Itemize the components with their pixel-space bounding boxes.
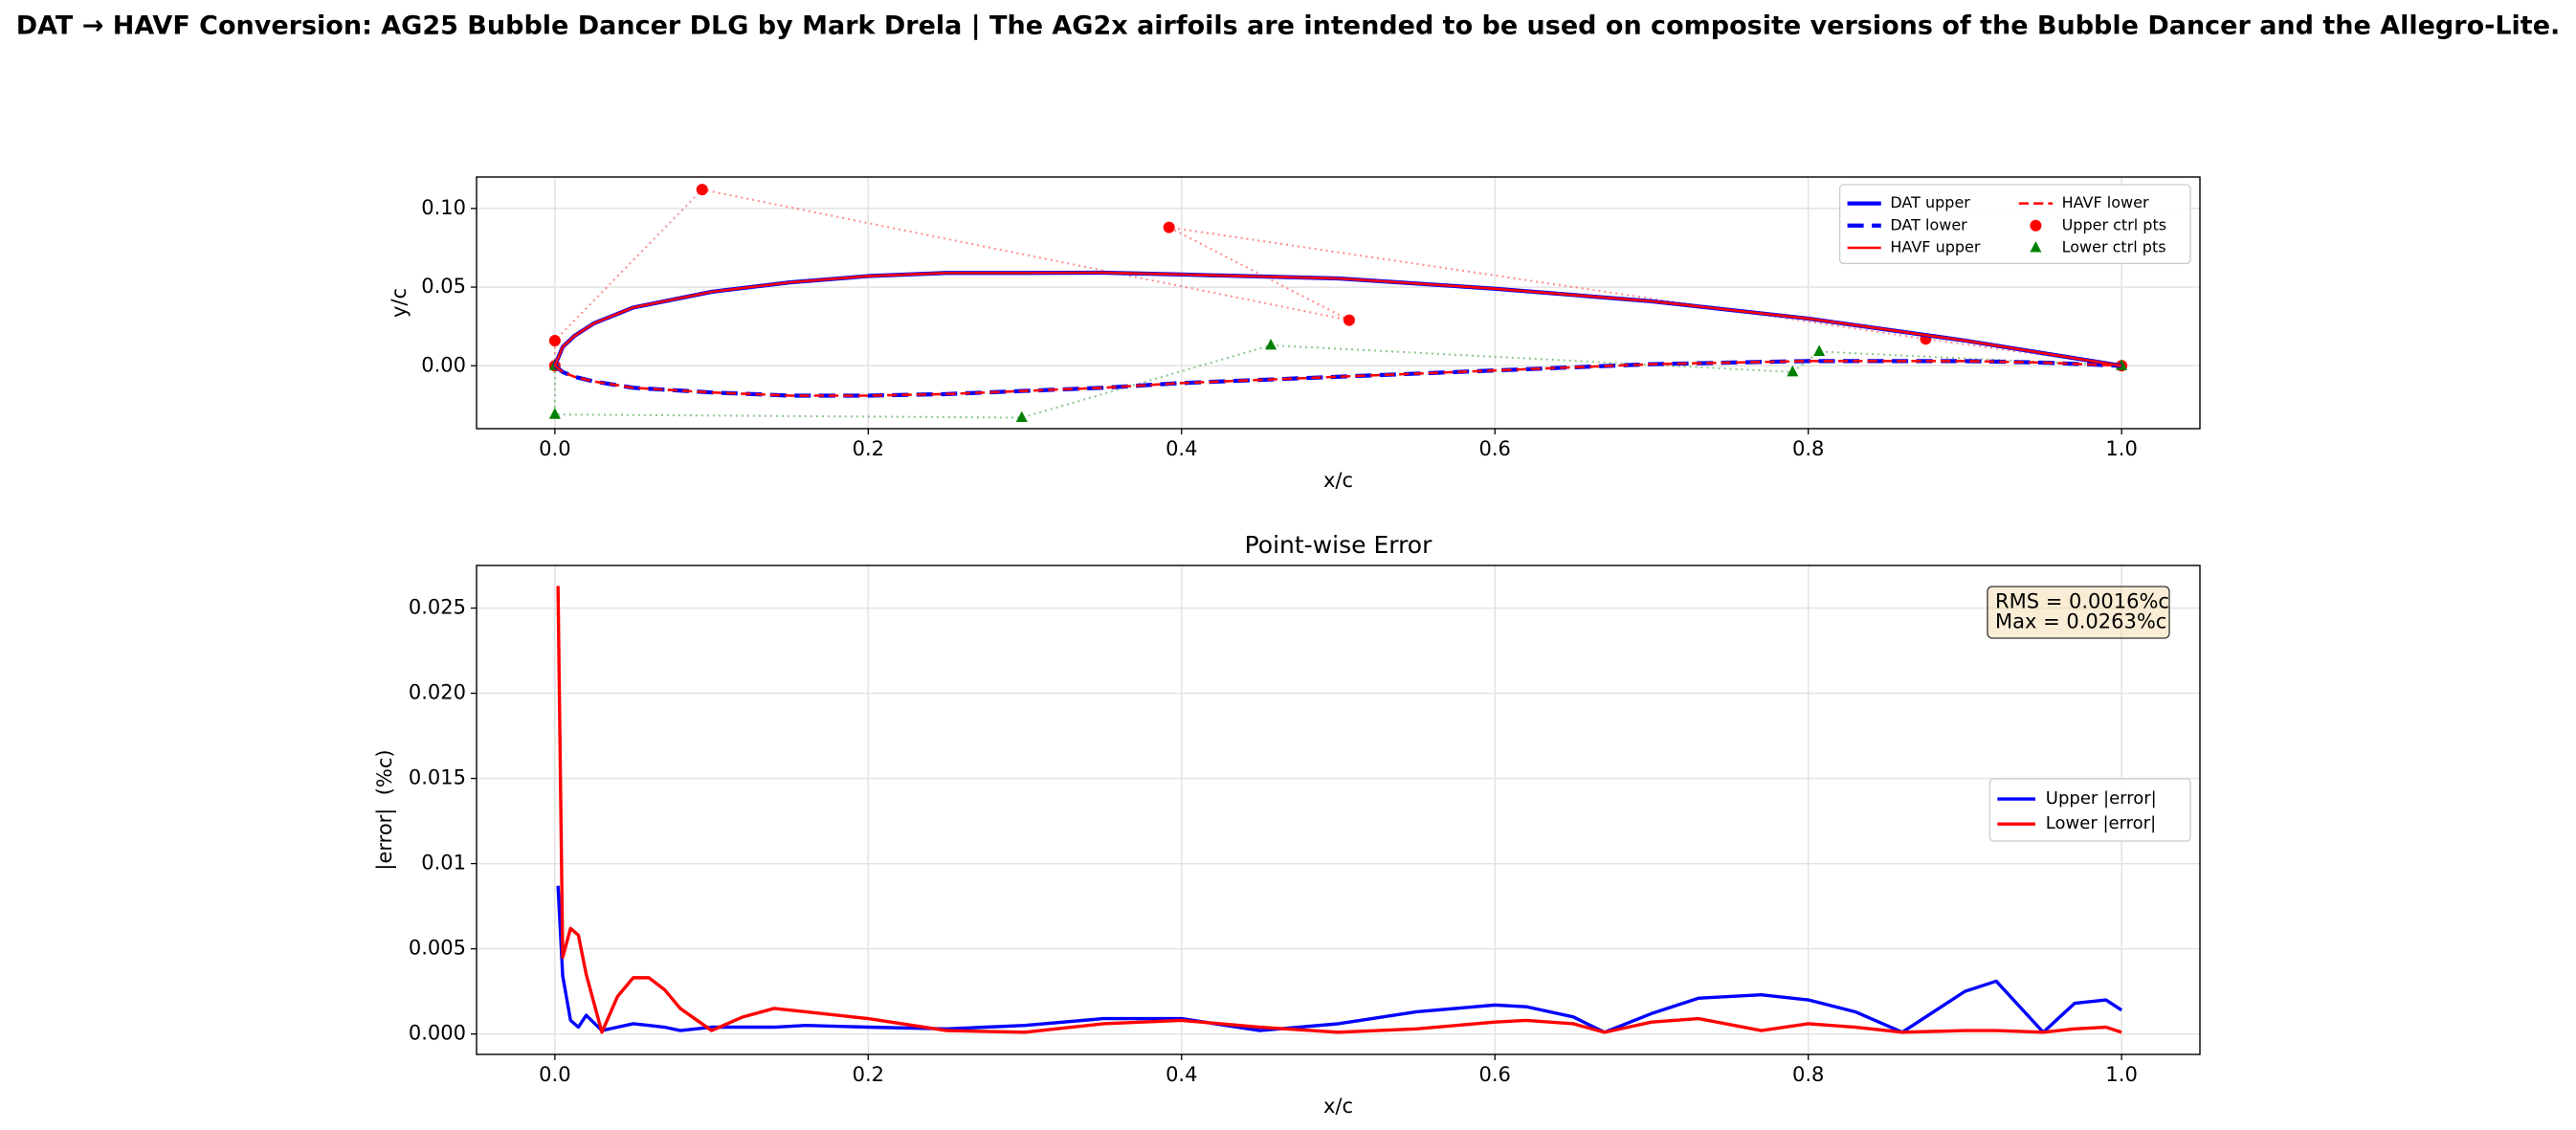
x-axis-label: x/c [1323, 1095, 1353, 1118]
x-tick-label: 0.6 [1479, 1063, 1511, 1086]
control-point [696, 184, 708, 196]
x-tick-label: 0.0 [539, 437, 570, 460]
control-point [1015, 410, 1028, 422]
annotation-text: RMS = 0.0016%c [1995, 590, 2169, 613]
x-tick-label: 0.2 [853, 437, 884, 460]
series-line [556, 885, 2123, 1034]
x-tick-label: 0.2 [853, 1063, 884, 1086]
legend-label: DAT upper [1890, 193, 1970, 211]
legend: DAT upper DAT lower HAVF upper HAVF lower Up… [1838, 184, 2191, 265]
legend-box [1988, 778, 2191, 842]
legend-label: Lower ctrl pts [2062, 238, 2166, 256]
y-axis-label: y/c [388, 288, 411, 318]
figure-title: DAT → HAVF Conversion: AG25 Bubble Dance… [16, 11, 2561, 41]
legend-marker [2030, 219, 2042, 232]
legend-label: Lower |error| [2046, 813, 2156, 833]
x-tick-label: 1.0 [2105, 1063, 2137, 1086]
legend-label: Upper |error| [2046, 788, 2157, 809]
x-tick-label: 0.8 [1792, 437, 1824, 460]
legend-marker [2030, 241, 2042, 253]
legend-label: HAVF upper [1890, 238, 1980, 256]
legend-label: HAVF lower [2062, 193, 2149, 211]
x-tick-label: 0.4 [1166, 437, 1197, 460]
legend: Upper |error| Lower |error| [1988, 778, 2191, 842]
y-tick-label: 0.025 [409, 596, 466, 619]
plot-frame [476, 176, 2201, 430]
x-tick-label: 0.8 [1792, 1063, 1824, 1086]
series-line [556, 586, 2122, 1034]
legend-box [1838, 184, 2191, 265]
y-tick-label: 0.020 [409, 681, 466, 704]
y-tick-label: 0.05 [421, 275, 466, 298]
y-tick-label: 0.005 [409, 937, 466, 960]
y-tick-label: 0.000 [409, 1022, 466, 1045]
plot-frame [476, 565, 2201, 1055]
y-tick-label: 0.01 [421, 852, 466, 875]
control-point [1787, 365, 1799, 377]
series-line [554, 360, 2122, 397]
legend-label: Upper ctrl pts [2062, 215, 2166, 233]
control-point [1813, 344, 1826, 356]
x-tick-label: 0.4 [1166, 1063, 1197, 1086]
series-line [553, 271, 2122, 367]
annotation-box [1987, 586, 2170, 639]
chart-title: Point-wise Error [1245, 531, 1432, 559]
legend-label: DAT lower [1890, 215, 1967, 233]
x-axis-label: x/c [1323, 469, 1353, 492]
control-point [1265, 338, 1277, 350]
y-tick-label: 0.015 [409, 766, 466, 789]
y-tick-label: 0.00 [421, 353, 466, 376]
y-axis-label: |error| (%c) [373, 749, 397, 870]
control-point [1163, 221, 1175, 233]
x-tick-label: 0.0 [539, 1063, 570, 1086]
x-tick-label: 0.6 [1479, 437, 1511, 460]
control-point [548, 334, 561, 346]
x-tick-label: 1.0 [2105, 437, 2137, 460]
control-point [548, 408, 561, 419]
annotation-text: Max = 0.0263%c [1995, 610, 2166, 633]
control-point [1343, 314, 1355, 326]
y-tick-label: 0.10 [421, 196, 466, 219]
